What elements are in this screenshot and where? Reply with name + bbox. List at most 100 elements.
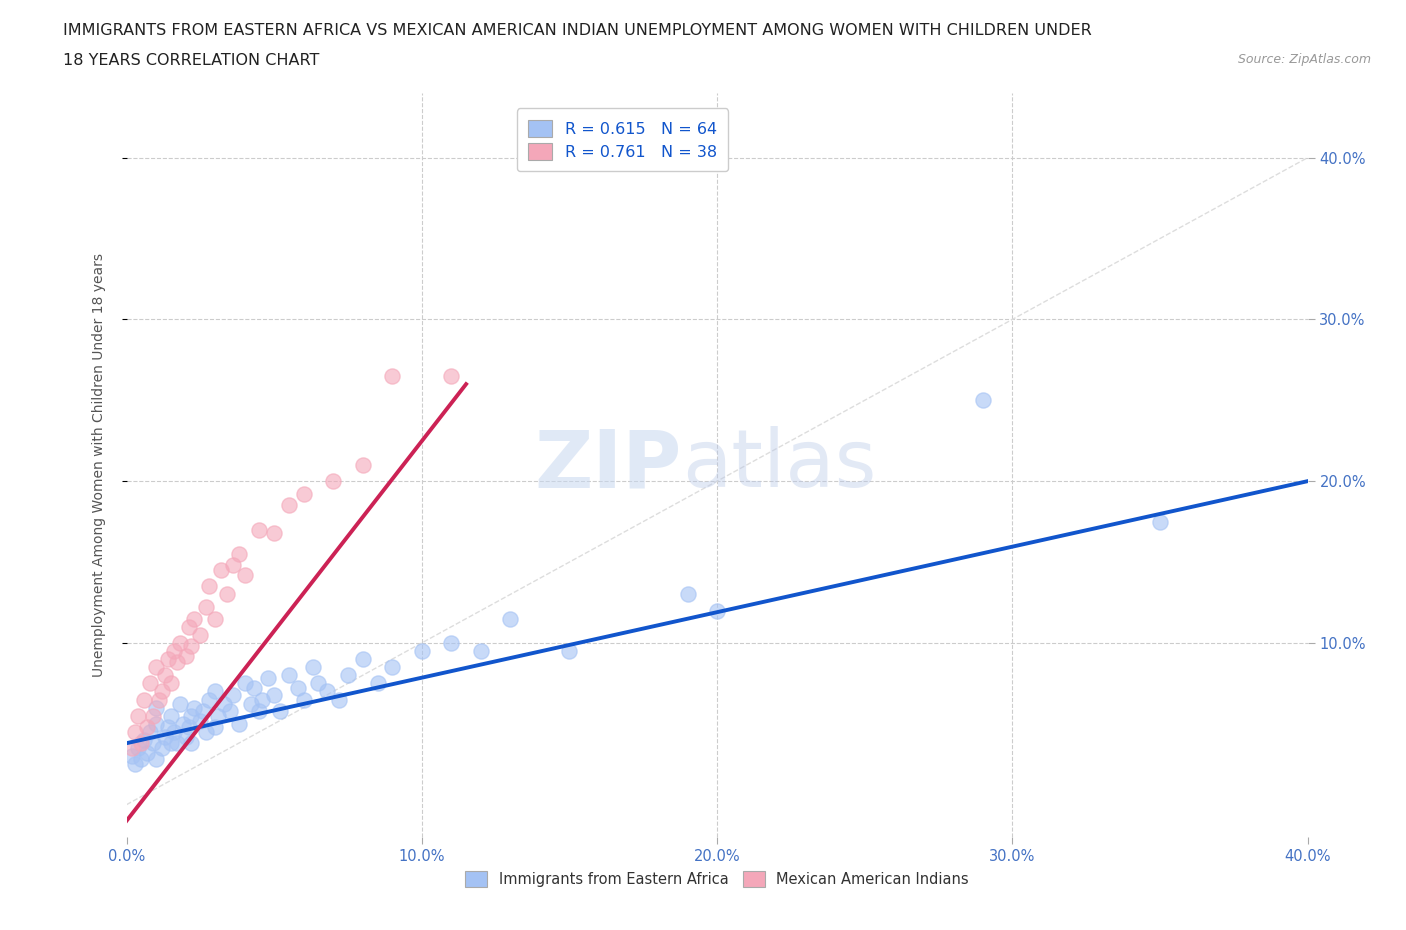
Point xyxy=(972,392,994,407)
Text: IMMIGRANTS FROM EASTERN AFRICA VS MEXICAN AMERICAN INDIAN UNEMPLOYMENT AMONG WOM: IMMIGRANTS FROM EASTERN AFRICA VS MEXICA… xyxy=(63,23,1092,38)
Point xyxy=(145,716,167,731)
Point xyxy=(129,736,153,751)
Point xyxy=(352,458,374,472)
Point xyxy=(166,736,188,751)
Point xyxy=(142,736,165,751)
Point xyxy=(180,709,202,724)
Point xyxy=(287,681,309,696)
Point xyxy=(499,611,522,626)
Point xyxy=(159,709,183,724)
Point xyxy=(252,692,274,707)
Point xyxy=(366,676,388,691)
Point xyxy=(188,713,211,728)
Point xyxy=(150,740,173,755)
Point xyxy=(127,740,149,755)
Point xyxy=(269,703,291,718)
Point xyxy=(316,684,339,698)
Point xyxy=(219,703,242,718)
Point xyxy=(166,655,188,670)
Point xyxy=(263,525,285,540)
Point xyxy=(127,709,149,724)
Point xyxy=(212,697,235,711)
Point xyxy=(193,703,215,718)
Text: Source: ZipAtlas.com: Source: ZipAtlas.com xyxy=(1237,53,1371,66)
Point xyxy=(322,473,344,488)
Legend: Immigrants from Eastern Africa, Mexican American Indians: Immigrants from Eastern Africa, Mexican … xyxy=(460,866,974,893)
Point xyxy=(337,668,360,683)
Point xyxy=(242,681,264,696)
Point xyxy=(411,644,433,658)
Point xyxy=(145,659,167,674)
Point xyxy=(247,523,270,538)
Point xyxy=(124,757,146,772)
Point xyxy=(257,671,280,686)
Point xyxy=(134,733,156,748)
Point xyxy=(145,700,167,715)
Y-axis label: Unemployment Among Women with Children Under 18 years: Unemployment Among Women with Children U… xyxy=(91,253,105,677)
Point xyxy=(169,697,191,711)
Point xyxy=(307,676,329,691)
Point xyxy=(558,644,581,658)
Point xyxy=(204,720,226,735)
Point xyxy=(204,684,226,698)
Point xyxy=(153,668,176,683)
Point xyxy=(233,676,256,691)
Point xyxy=(163,644,186,658)
Point xyxy=(172,716,194,731)
Point xyxy=(292,692,315,707)
Point xyxy=(706,604,728,618)
Point xyxy=(209,563,232,578)
Point xyxy=(1149,514,1171,529)
Point xyxy=(278,498,301,512)
Point xyxy=(263,687,285,702)
Point xyxy=(156,652,179,667)
Point xyxy=(228,716,250,731)
Point xyxy=(440,368,463,383)
Point xyxy=(180,736,202,751)
Point xyxy=(169,635,191,650)
Point xyxy=(195,600,218,615)
Point xyxy=(328,692,350,707)
Point xyxy=(188,628,211,643)
Point xyxy=(153,729,176,744)
Point xyxy=(233,567,256,582)
Point xyxy=(381,368,404,383)
Point xyxy=(145,752,167,767)
Point xyxy=(121,749,143,764)
Point xyxy=(136,720,159,735)
Point xyxy=(139,724,162,739)
Point xyxy=(180,639,202,654)
Point xyxy=(177,619,200,634)
Text: atlas: atlas xyxy=(682,426,876,504)
Point xyxy=(207,709,229,724)
Point xyxy=(148,692,170,707)
Point xyxy=(163,724,186,739)
Point xyxy=(247,703,270,718)
Text: 18 YEARS CORRELATION CHART: 18 YEARS CORRELATION CHART xyxy=(63,53,319,68)
Point xyxy=(198,692,221,707)
Point xyxy=(352,652,374,667)
Point xyxy=(142,709,165,724)
Point xyxy=(159,676,183,691)
Text: ZIP: ZIP xyxy=(534,426,682,504)
Point xyxy=(301,659,323,674)
Point xyxy=(156,720,179,735)
Point xyxy=(174,729,197,744)
Point xyxy=(440,635,463,650)
Point xyxy=(278,668,301,683)
Point xyxy=(174,648,197,663)
Point xyxy=(183,611,205,626)
Point xyxy=(183,700,205,715)
Point xyxy=(228,547,250,562)
Point xyxy=(129,752,153,767)
Point xyxy=(222,687,245,702)
Point xyxy=(195,724,218,739)
Point xyxy=(292,486,315,501)
Point xyxy=(215,587,238,602)
Point xyxy=(470,644,492,658)
Point xyxy=(121,740,143,755)
Point xyxy=(676,587,699,602)
Point xyxy=(124,724,146,739)
Point xyxy=(381,659,404,674)
Point xyxy=(139,676,162,691)
